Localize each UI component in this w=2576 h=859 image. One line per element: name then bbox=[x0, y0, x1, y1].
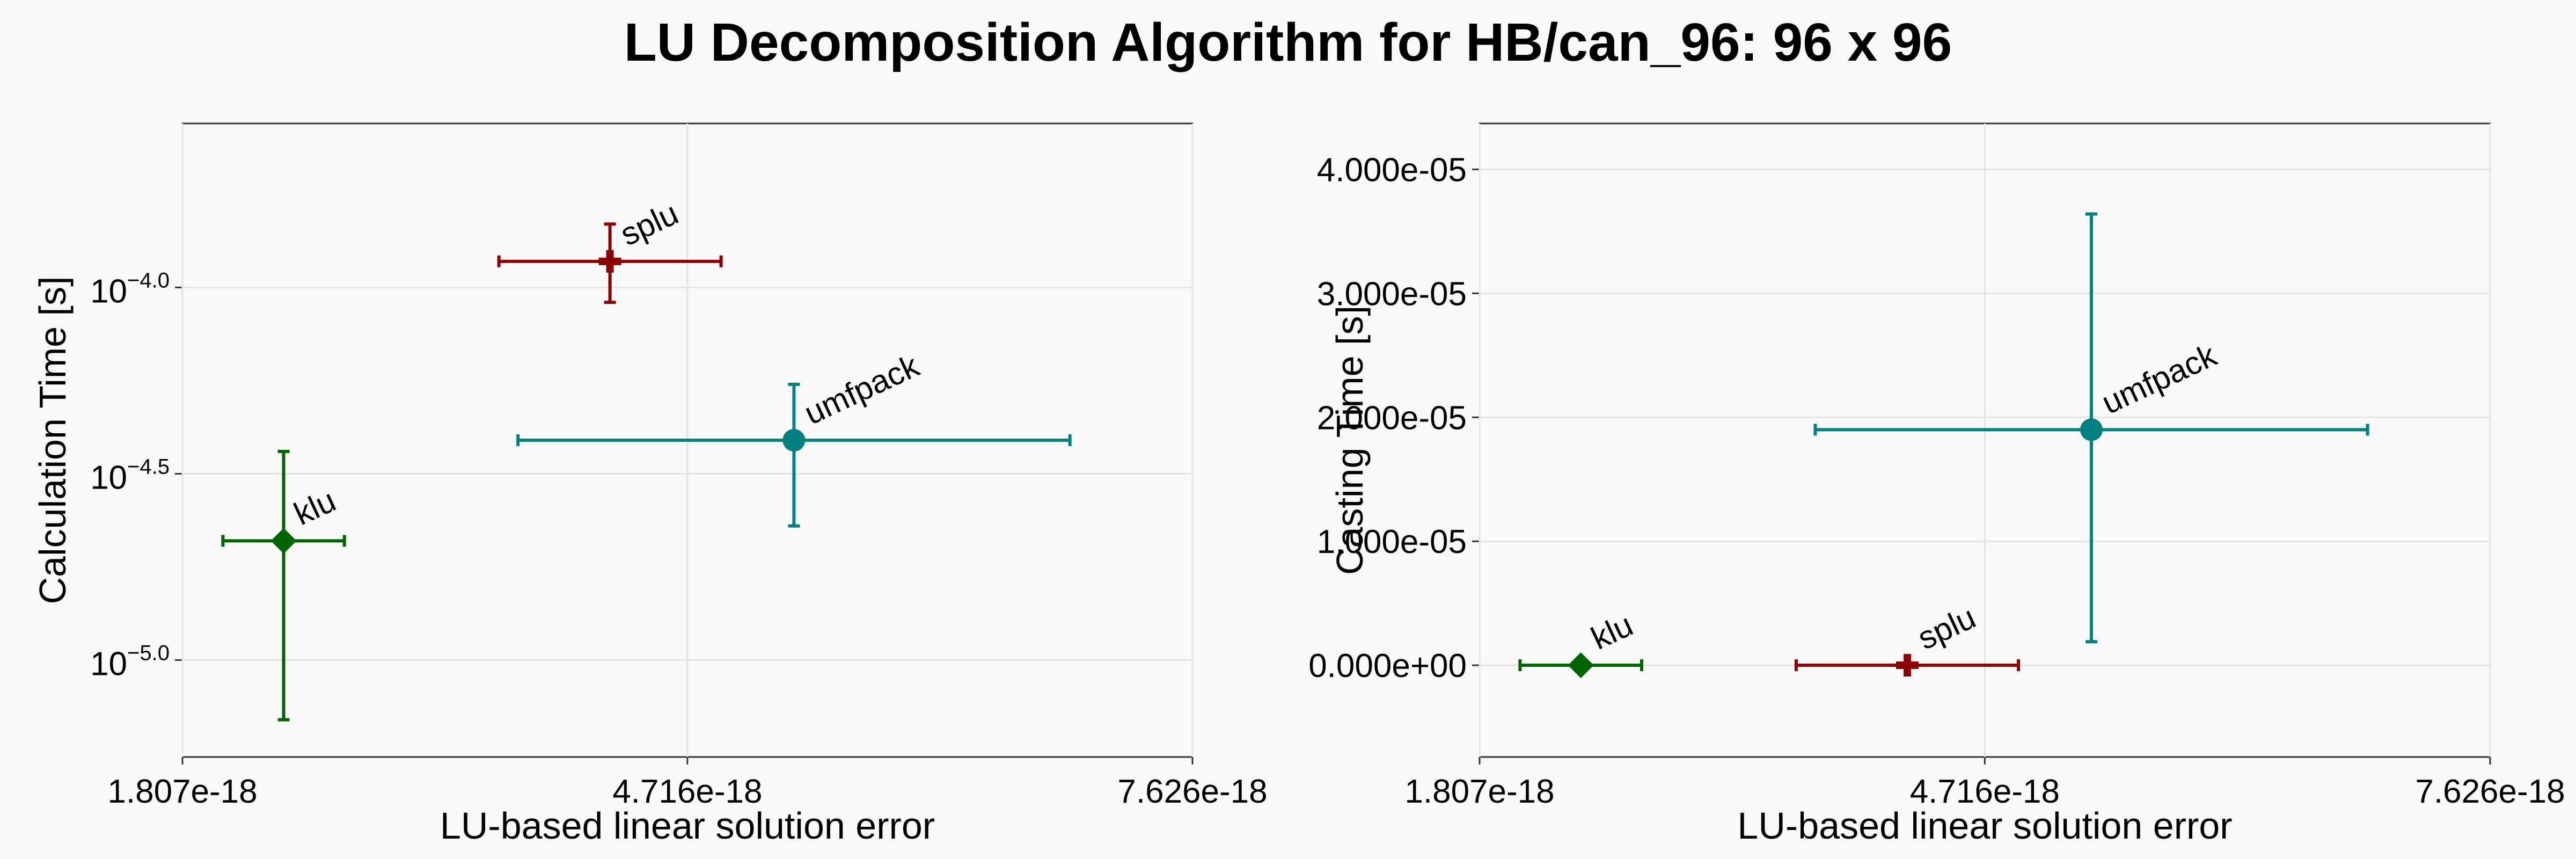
x-tick-label: 4.716e-18 bbox=[1910, 773, 2060, 810]
circle-marker bbox=[2080, 418, 2103, 441]
y-tick-label: 1.000e-05 bbox=[1317, 523, 1467, 560]
y-tick-label: 4.000e-05 bbox=[1317, 151, 1467, 188]
y-tick-label: 10−4.0 bbox=[90, 268, 170, 310]
y-tick-label: 10−5.0 bbox=[90, 642, 170, 683]
y-tick-label: 3.000e-05 bbox=[1317, 275, 1467, 312]
circle-marker bbox=[782, 429, 806, 452]
chart-title: LU Decomposition Algorithm for HB/can_96… bbox=[624, 12, 1952, 72]
panel-1: 10−5.0 10−4.5 10−4.0 1.807e-18 4.716e-18 7.62… bbox=[32, 122, 1268, 847]
diamond-marker bbox=[1568, 652, 1594, 679]
diamond-marker bbox=[270, 528, 297, 554]
x-axis-title: LU-based linear solution error bbox=[440, 805, 935, 847]
y-tick-label: 2.000e-05 bbox=[1317, 399, 1467, 436]
cross-marker bbox=[1896, 654, 1919, 677]
y-axis-title: Casting Time [s] bbox=[1329, 305, 1371, 575]
x-axis-title: LU-based linear solution error bbox=[1737, 805, 2232, 847]
y-axis-title: Calculation Time [s] bbox=[32, 276, 74, 605]
x-tick-label: 7.626e-18 bbox=[2415, 773, 2565, 810]
cross-marker bbox=[598, 250, 621, 273]
x-tick-label: 1.807e-18 bbox=[1404, 773, 1554, 810]
y-tick-label: 0.000e+00 bbox=[1308, 647, 1467, 685]
x-tick-label: 1.807e-18 bbox=[107, 773, 257, 810]
x-tick-label: 7.626e-18 bbox=[1117, 773, 1267, 810]
x-tick-label: 4.716e-18 bbox=[612, 773, 762, 810]
y-tick-label: 10−4.5 bbox=[90, 455, 170, 496]
panel-2: 0.000e+00 1.000e-05 2.000e-05 3.000e-05 4.00… bbox=[1308, 122, 2565, 847]
